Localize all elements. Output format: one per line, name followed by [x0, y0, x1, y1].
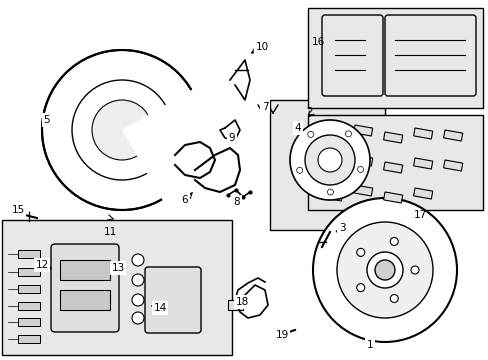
- Text: 1: 1: [366, 340, 372, 350]
- Text: 9: 9: [228, 133, 235, 143]
- Text: 3: 3: [338, 223, 345, 233]
- Circle shape: [296, 167, 302, 173]
- Text: 4: 4: [294, 123, 301, 133]
- Text: 15: 15: [11, 205, 24, 215]
- Circle shape: [92, 100, 152, 160]
- FancyBboxPatch shape: [321, 15, 382, 96]
- Bar: [60, 290, 110, 310]
- Text: 18: 18: [235, 297, 248, 307]
- Circle shape: [410, 266, 418, 274]
- Bar: [413, 128, 432, 139]
- Circle shape: [389, 294, 397, 302]
- Circle shape: [307, 131, 313, 138]
- Bar: [443, 130, 462, 141]
- Bar: [18, 318, 40, 326]
- Text: 10: 10: [255, 42, 268, 52]
- Circle shape: [356, 248, 364, 256]
- Bar: [60, 260, 110, 280]
- Circle shape: [317, 148, 341, 172]
- Bar: [307, 115, 482, 210]
- Bar: [18, 250, 40, 258]
- Bar: [383, 192, 402, 203]
- Circle shape: [374, 260, 394, 280]
- Circle shape: [42, 50, 202, 210]
- Text: 7: 7: [261, 102, 268, 112]
- FancyBboxPatch shape: [51, 244, 119, 332]
- Text: 17: 17: [412, 210, 426, 220]
- Bar: [443, 160, 462, 171]
- Circle shape: [132, 294, 143, 306]
- Bar: [353, 185, 372, 196]
- Bar: [383, 132, 402, 143]
- Text: 13: 13: [111, 263, 124, 273]
- Bar: [323, 130, 342, 141]
- Wedge shape: [122, 89, 203, 201]
- Circle shape: [305, 135, 354, 185]
- Circle shape: [289, 120, 369, 200]
- Circle shape: [336, 222, 432, 318]
- Circle shape: [132, 254, 143, 266]
- FancyBboxPatch shape: [384, 15, 475, 96]
- Text: 5: 5: [43, 115, 50, 125]
- FancyBboxPatch shape: [145, 267, 201, 333]
- Text: 19: 19: [275, 330, 288, 340]
- Circle shape: [357, 166, 363, 172]
- Circle shape: [132, 312, 143, 324]
- Text: 16: 16: [311, 37, 324, 47]
- Text: 11: 11: [103, 227, 116, 237]
- Bar: [323, 190, 342, 201]
- Bar: [227, 300, 243, 310]
- Bar: [18, 285, 40, 293]
- Text: 6: 6: [182, 195, 188, 205]
- Bar: [353, 125, 372, 136]
- Bar: [413, 158, 432, 169]
- Bar: [2, 220, 231, 355]
- Circle shape: [312, 198, 456, 342]
- Circle shape: [327, 189, 333, 195]
- Circle shape: [356, 284, 364, 292]
- Circle shape: [366, 252, 402, 288]
- Text: 8: 8: [233, 197, 240, 207]
- Bar: [18, 302, 40, 310]
- Text: 14: 14: [153, 303, 166, 313]
- Bar: [18, 335, 40, 343]
- Bar: [353, 155, 372, 166]
- Bar: [18, 268, 40, 276]
- Bar: [413, 188, 432, 199]
- Text: 2: 2: [306, 107, 313, 117]
- Bar: [269, 100, 384, 230]
- Circle shape: [72, 80, 172, 180]
- Text: 12: 12: [35, 260, 48, 270]
- Bar: [307, 8, 482, 108]
- Circle shape: [345, 131, 351, 137]
- Bar: [383, 162, 402, 173]
- Circle shape: [132, 274, 143, 286]
- Circle shape: [389, 238, 397, 246]
- Bar: [323, 160, 342, 171]
